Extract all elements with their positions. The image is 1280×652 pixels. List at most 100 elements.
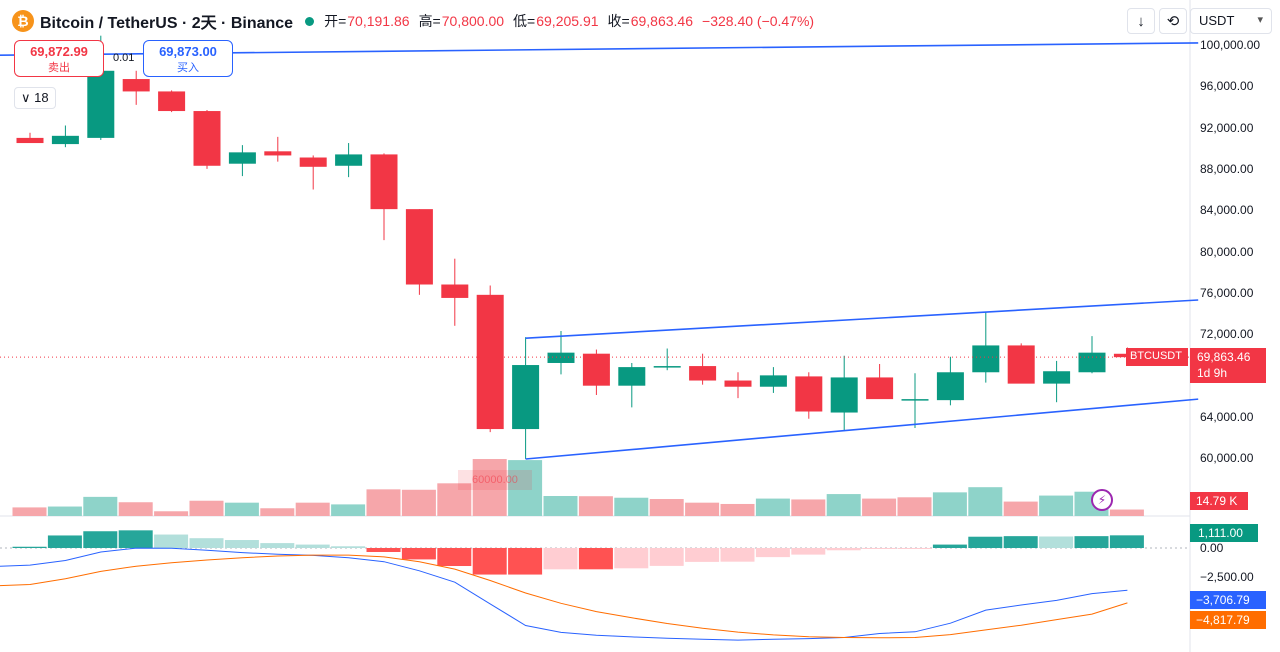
macd-histogram-bar bbox=[897, 548, 932, 549]
volume-bar bbox=[578, 496, 613, 516]
candle-body bbox=[972, 345, 1000, 373]
volume-bar bbox=[12, 507, 47, 516]
last-price-tag: 69,863.46 1d 9h bbox=[1190, 348, 1266, 383]
price-tick-label: 60,000.00 bbox=[1200, 451, 1254, 465]
price-tick-label: 84,000.00 bbox=[1200, 203, 1254, 218]
download-icon[interactable]: ↓ bbox=[1127, 8, 1155, 34]
volume-bar bbox=[862, 498, 897, 516]
price-annotation-box[interactable]: 60000.00 bbox=[458, 470, 532, 490]
channel-upper bbox=[525, 299, 1199, 339]
price-tick-label: 92,000.00 bbox=[1200, 120, 1254, 135]
candle-body bbox=[335, 154, 363, 166]
volume-bar bbox=[366, 489, 401, 516]
volume-bar bbox=[437, 483, 472, 516]
spread-value: 0.01 bbox=[113, 52, 135, 64]
low-label: 低= bbox=[513, 13, 536, 29]
candle-body bbox=[582, 353, 610, 386]
macd-histogram-bar bbox=[331, 546, 366, 548]
macd-histogram-bar bbox=[437, 548, 472, 567]
lightning-icon[interactable]: ⚡ bbox=[1091, 489, 1113, 511]
volume-bar bbox=[1039, 495, 1074, 516]
chart-header: ₿ Bitcoin / TetherUS · 2天 · Binance 开= 7… bbox=[0, 0, 1190, 42]
market-status-icon bbox=[305, 16, 315, 26]
volume-bar bbox=[968, 487, 1003, 516]
replay-icon[interactable]: ⟲ bbox=[1159, 8, 1187, 34]
candle-body bbox=[16, 137, 44, 144]
macd-histogram-bar bbox=[12, 546, 47, 548]
macd-histogram-bar bbox=[508, 548, 543, 575]
volume-bar bbox=[508, 460, 543, 516]
sell-label: 卖出 bbox=[48, 62, 70, 74]
candle-body bbox=[441, 284, 469, 298]
price-tick-label: 96,000.00 bbox=[1200, 79, 1254, 94]
candle-body bbox=[866, 377, 894, 400]
macd-histogram-tag: 1,111.00 bbox=[1190, 524, 1258, 542]
candle-body bbox=[512, 365, 540, 430]
macd-histogram-bar bbox=[755, 548, 790, 558]
candle-body bbox=[264, 151, 292, 156]
indicator-collapse-button[interactable]: ∨ 18 bbox=[14, 87, 56, 109]
currency-value: USDT bbox=[1199, 13, 1235, 28]
volume-bar bbox=[614, 497, 649, 516]
macd-histogram-bar bbox=[189, 538, 224, 548]
volume-bar bbox=[1109, 509, 1144, 516]
macd-line-tag: −3,706.79 bbox=[1190, 591, 1266, 609]
candle-body bbox=[370, 154, 398, 210]
candle-body bbox=[724, 380, 752, 387]
macd-histogram-bar bbox=[47, 535, 82, 548]
candle-body bbox=[158, 91, 186, 112]
volume-bar bbox=[932, 492, 967, 516]
volume-tag: 14.79 K bbox=[1190, 492, 1248, 510]
low-value: 69,205.91 bbox=[536, 13, 599, 29]
macd-histogram-bar bbox=[472, 548, 507, 575]
volume-bar bbox=[720, 503, 755, 516]
price-tick-label: 88,000.00 bbox=[1200, 161, 1254, 176]
buy-button[interactable]: 69,873.00 买入 bbox=[143, 40, 233, 77]
candle-body bbox=[1043, 371, 1071, 384]
macd-histogram-bar bbox=[720, 548, 755, 562]
signal-line bbox=[0, 554, 1128, 639]
macd-histogram-bar bbox=[862, 548, 897, 549]
volume-bar bbox=[331, 504, 366, 516]
channel-lower bbox=[525, 398, 1199, 460]
macd-tick-label: −2,500.00 bbox=[1200, 569, 1254, 584]
macd-histogram-bar bbox=[154, 534, 189, 548]
macd-histogram-bar bbox=[649, 548, 684, 566]
symbol-tag: BTCUSDT bbox=[1126, 348, 1188, 366]
macd-histogram-bar bbox=[543, 548, 578, 570]
volume-bar bbox=[401, 489, 436, 516]
candle-body bbox=[1078, 352, 1106, 373]
close-value: 69,863.46 bbox=[630, 13, 694, 29]
volume-bar bbox=[154, 511, 189, 516]
volume-bar bbox=[791, 499, 826, 516]
volume-bar bbox=[224, 502, 259, 516]
symbol-title[interactable]: Bitcoin / TetherUS · 2天 · Binance bbox=[40, 15, 294, 32]
change-value: −328.40 (−0.47%) bbox=[702, 13, 815, 29]
price-tick-label: 100,000.00 bbox=[1200, 38, 1261, 52]
macd-line bbox=[0, 547, 1128, 641]
buy-price: 69,873.00 bbox=[159, 44, 217, 59]
volume-bar bbox=[189, 500, 224, 516]
macd-histogram-bar bbox=[932, 544, 967, 548]
volume-bar bbox=[826, 494, 861, 516]
macd-histogram-bar bbox=[685, 548, 720, 562]
macd-histogram-bar bbox=[791, 548, 826, 555]
candle-body bbox=[193, 111, 221, 166]
macd-histogram-bar bbox=[826, 548, 861, 551]
candle-body bbox=[689, 366, 717, 381]
macd-tick-label: 0.00 bbox=[1200, 541, 1224, 555]
candle-body bbox=[228, 152, 256, 164]
volume-bar bbox=[295, 502, 330, 516]
currency-select[interactable]: USDT ▾ bbox=[1190, 8, 1272, 34]
candle-body bbox=[299, 157, 327, 167]
high-label: 高= bbox=[418, 13, 441, 29]
candle-body bbox=[830, 377, 858, 413]
close-label: 收= bbox=[607, 13, 630, 29]
volume-bar bbox=[755, 498, 790, 516]
high-value: 70,800.00 bbox=[441, 13, 505, 29]
chevron-down-icon: ▾ bbox=[1257, 14, 1263, 26]
macd-histogram-bar bbox=[578, 548, 613, 570]
sell-button[interactable]: 69,872.99 卖出 bbox=[14, 40, 104, 77]
